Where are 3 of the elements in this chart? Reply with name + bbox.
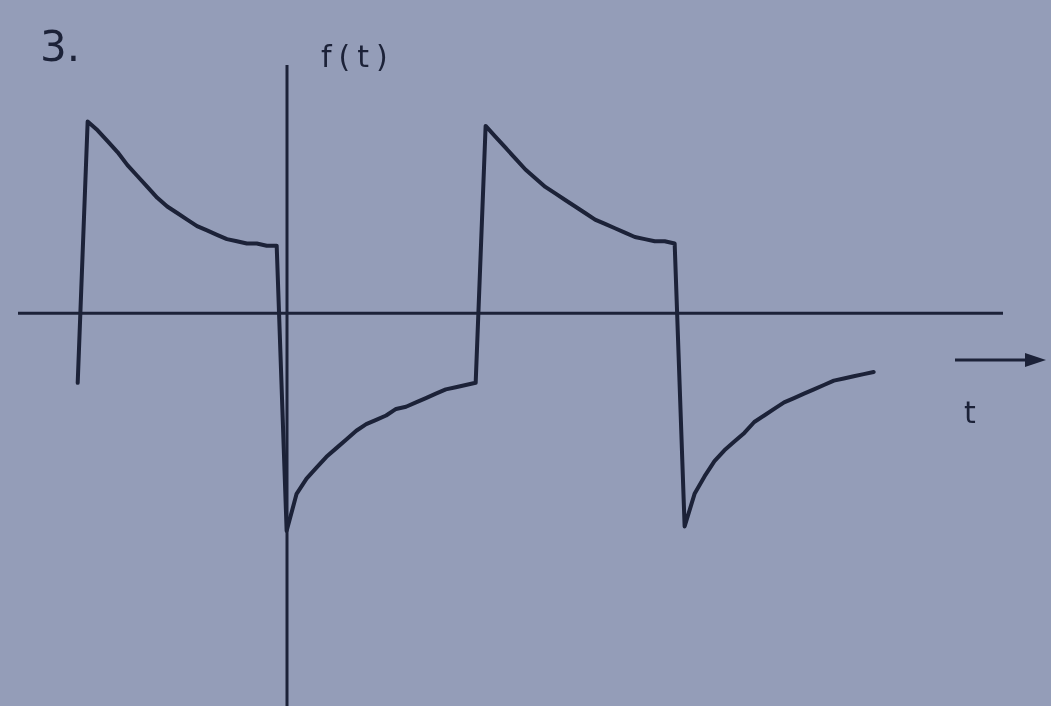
- y-axis-title: f(t): [321, 39, 395, 74]
- chart-title: 3.: [40, 22, 81, 71]
- x-axis-title: t: [964, 395, 976, 430]
